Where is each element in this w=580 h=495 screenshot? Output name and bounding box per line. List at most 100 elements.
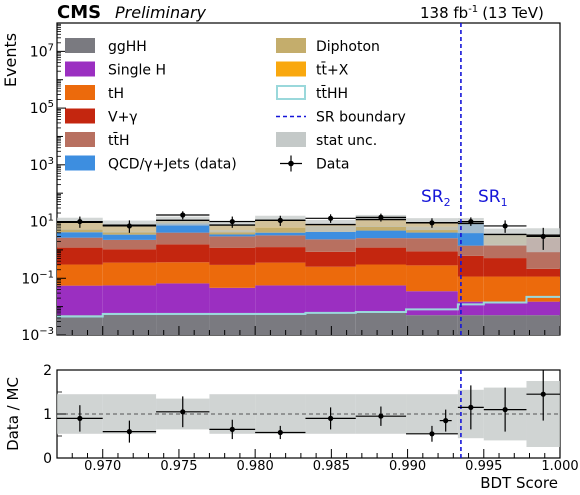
data-point: [378, 215, 383, 220]
stack-tH-bar: [458, 277, 484, 302]
legend-label-ggHH: ggHH: [108, 39, 147, 55]
stack-Diphoton-bar: [255, 228, 305, 233]
stack-SingleH-bar: [305, 285, 355, 313]
data-point: [230, 219, 235, 224]
legend-label-stat: stat unc.: [316, 133, 377, 149]
stack-QCD-bar: [57, 232, 103, 237]
ratio-point: [468, 405, 473, 410]
sr1-sub: 1: [501, 196, 508, 209]
stack-ggHH-bar: [356, 313, 406, 335]
stack-Vgamma-bar: [406, 251, 458, 265]
ratio-point: [429, 431, 434, 436]
lumi-value: 138 fb: [420, 4, 468, 22]
stack-ggHH-bar: [305, 313, 355, 335]
stack-ttH-bar: [156, 233, 209, 245]
legend-swatch-SingleH: [65, 62, 95, 77]
main-y-axis-label: Events: [1, 33, 20, 87]
stack-Vgamma-bar: [526, 269, 560, 277]
stack-ggHH-bar: [484, 315, 527, 335]
stack-ttH-bar: [305, 239, 355, 251]
stack-tH-bar: [103, 263, 156, 286]
y-tick-label: 10−3: [21, 326, 54, 344]
stack-ttH-bar: [255, 235, 305, 247]
stack-ggHH-bar: [526, 315, 560, 335]
ratio-point: [127, 429, 132, 434]
ratio-point: [541, 392, 546, 397]
legend-swatch-ggHH: [65, 38, 95, 53]
data-point: [468, 219, 473, 224]
stack-Vgamma-bar: [484, 258, 527, 276]
data-point: [127, 223, 132, 228]
lumi-label: 138 fb-1(13 TeV): [420, 4, 544, 22]
stack-ggHH-bar: [255, 313, 305, 335]
ratio-point: [378, 414, 383, 419]
stack-QCD-bar: [103, 235, 156, 240]
stack-Vgamma-bar: [458, 256, 484, 277]
legend-swatch-ttH: [65, 132, 95, 147]
x-tick-label: 0.995: [465, 459, 502, 474]
stack-ggHH-bar: [406, 315, 458, 335]
x-axis-label: BDT Score: [480, 474, 558, 491]
legend-label-data: Data: [316, 157, 349, 173]
data-point: [278, 218, 283, 223]
data-point: [429, 220, 434, 225]
y-tick-label: 107: [30, 42, 54, 60]
ratio-point: [328, 416, 333, 421]
legend-swatch-data-point: [288, 161, 294, 167]
x-tick-label: 0.990: [389, 459, 426, 474]
stack-tH-bar: [255, 263, 305, 286]
stack-Vgamma-bar: [103, 249, 156, 262]
experiment-label: CMS: [57, 2, 101, 23]
ratio-y-tick-label: 0: [43, 451, 52, 467]
ratio-y-axis-label: Data / MC: [4, 377, 22, 451]
legend-swatch-ttX: [276, 62, 306, 77]
data-point: [180, 212, 185, 217]
legend-label-tH: tH: [108, 86, 124, 102]
stack-Vgamma-bar: [255, 247, 305, 263]
y-tick-label: 103: [30, 156, 54, 174]
ratio-point: [278, 430, 283, 435]
stack-Vgamma-bar: [156, 244, 209, 262]
y-tick-label: 105: [30, 99, 54, 117]
stack-tH-bar: [209, 265, 255, 288]
stack-Vgamma-bar: [57, 248, 103, 265]
stack-tH-bar: [356, 264, 406, 285]
data-point: [541, 234, 546, 239]
y-tick-label: 101: [30, 213, 54, 231]
legend-label-ttH: tt̄H: [108, 131, 130, 149]
legend-label-Vgamma: V+γ: [108, 110, 138, 126]
data-point: [503, 223, 508, 228]
stack-SingleH-bar: [406, 291, 458, 315]
stack-ttH-bar: [57, 238, 103, 248]
ratio-y-tick-label: 2: [43, 363, 52, 379]
legend-label-SR: SR boundary: [316, 110, 406, 126]
stack-ttH-bar: [458, 246, 484, 256]
ratio-y-tick-label: 1: [43, 407, 52, 423]
stack-SingleH-bar: [255, 285, 305, 313]
sr2-base: SR: [421, 187, 444, 207]
stack-Diphoton-bar: [356, 226, 406, 230]
stack-SingleH-bar: [484, 302, 527, 316]
stack-ttH-bar: [103, 240, 156, 249]
stack-Vgamma-bar: [209, 248, 255, 265]
x-tick-label: 0.980: [237, 459, 274, 474]
stack-ggHH-bar: [458, 315, 484, 335]
legend-label-ttHH: tt̄HH: [316, 84, 348, 102]
legend-swatch-QCD: [65, 156, 95, 171]
stack-QCD-bar: [406, 233, 458, 239]
stack-ggHH-bar: [209, 313, 255, 335]
x-tick-label: 0.970: [84, 459, 121, 474]
legend-label-Diphoton: Diphoton: [316, 39, 380, 55]
sr1-base: SR: [478, 187, 501, 207]
stack-tH-bar: [305, 267, 355, 286]
stack-SingleH-bar: [356, 285, 406, 313]
legend-label-QCD: QCD/γ+Jets (data): [108, 157, 237, 173]
stack-tH-bar: [57, 265, 103, 286]
stack-QCD-bar: [356, 231, 406, 239]
stack-SingleH-bar: [57, 286, 103, 316]
stack-SingleH-bar: [209, 288, 255, 313]
legend-swatch-Diphoton: [276, 38, 306, 53]
